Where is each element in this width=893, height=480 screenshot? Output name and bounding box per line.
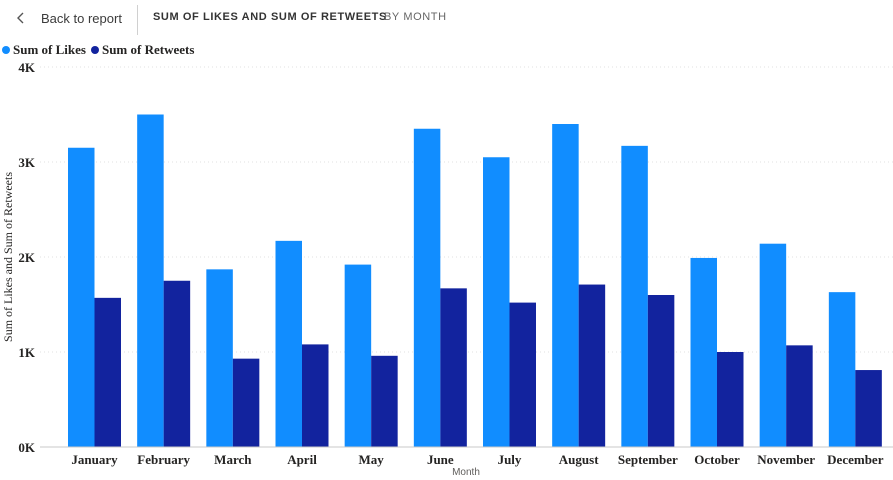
y-tick-label: 3K [18, 155, 36, 170]
chevron-left-icon [17, 12, 24, 24]
x-tick-label: May [359, 452, 385, 467]
visual-subtitle: BY MONTH [384, 11, 447, 23]
bar-retweets[interactable] [578, 284, 606, 447]
legend-label-likes: Sum of Likes [13, 42, 86, 57]
x-axis-title: Month [452, 467, 480, 478]
bar-retweets[interactable] [717, 352, 744, 447]
bar-likes[interactable] [275, 240, 303, 447]
x-tick-label: September [618, 452, 678, 467]
bar-likes[interactable] [828, 292, 856, 447]
x-tick-label: April [287, 452, 317, 467]
x-tick-label: January [71, 452, 118, 467]
x-tick-label: December [827, 452, 884, 467]
bar-retweets[interactable] [509, 302, 537, 447]
legend-swatch-likes [2, 46, 10, 54]
bar-likes[interactable] [68, 147, 95, 447]
bar-likes[interactable] [344, 264, 372, 447]
y-tick-label: 2K [18, 250, 36, 265]
bar-likes[interactable] [552, 124, 579, 447]
x-tick-label: November [757, 452, 815, 467]
legend-label-retweets: Sum of Retweets [101, 42, 195, 57]
visual-title: SUM OF LIKES AND SUM OF RETWEETS [153, 11, 387, 23]
bar-likes[interactable] [690, 257, 718, 447]
bar-retweets[interactable] [371, 355, 398, 447]
x-tick-label: July [498, 452, 522, 467]
y-tick-label: 1K [18, 345, 36, 360]
y-axis-title: Sum of Likes and Sum of Retweets [1, 172, 15, 342]
legend-swatch-retweets [90, 46, 99, 54]
bar-likes[interactable] [137, 114, 164, 448]
x-tick-label: October [694, 452, 740, 467]
bar-retweets[interactable] [855, 370, 882, 447]
bar-retweets[interactable] [440, 288, 467, 447]
x-tick-label: August [559, 452, 599, 467]
header-divider [137, 5, 138, 35]
bar-retweets[interactable] [232, 358, 260, 447]
bar-likes[interactable] [206, 269, 233, 447]
x-tick-label: March [214, 452, 252, 467]
header-bar: Back to report SUM OF LIKES AND SUM OF R… [0, 0, 893, 36]
back-label: Back to report [41, 10, 122, 26]
y-tick-label: 0K [18, 440, 36, 455]
bar-retweets[interactable] [786, 345, 813, 447]
x-tick-label: February [137, 452, 190, 467]
bar-likes[interactable] [759, 243, 787, 447]
bar-likes[interactable] [483, 157, 510, 447]
y-tick-label: 4K [18, 60, 36, 75]
bar-retweets[interactable] [94, 297, 122, 447]
bar-likes[interactable] [413, 128, 441, 447]
back-to-report-button[interactable]: Back to report [14, 9, 122, 27]
legend-item-likes[interactable]: Sum of Likes [2, 42, 86, 58]
x-tick-label: June [427, 452, 454, 467]
bar-retweets[interactable] [302, 344, 329, 447]
bar-retweets[interactable] [647, 295, 675, 447]
bar-likes[interactable] [621, 145, 648, 447]
legend-item-retweets[interactable]: Sum of Retweets [90, 42, 195, 58]
chart-legend: Sum of Likes Sum of Retweets [2, 42, 199, 58]
bar-retweets[interactable] [163, 280, 191, 447]
